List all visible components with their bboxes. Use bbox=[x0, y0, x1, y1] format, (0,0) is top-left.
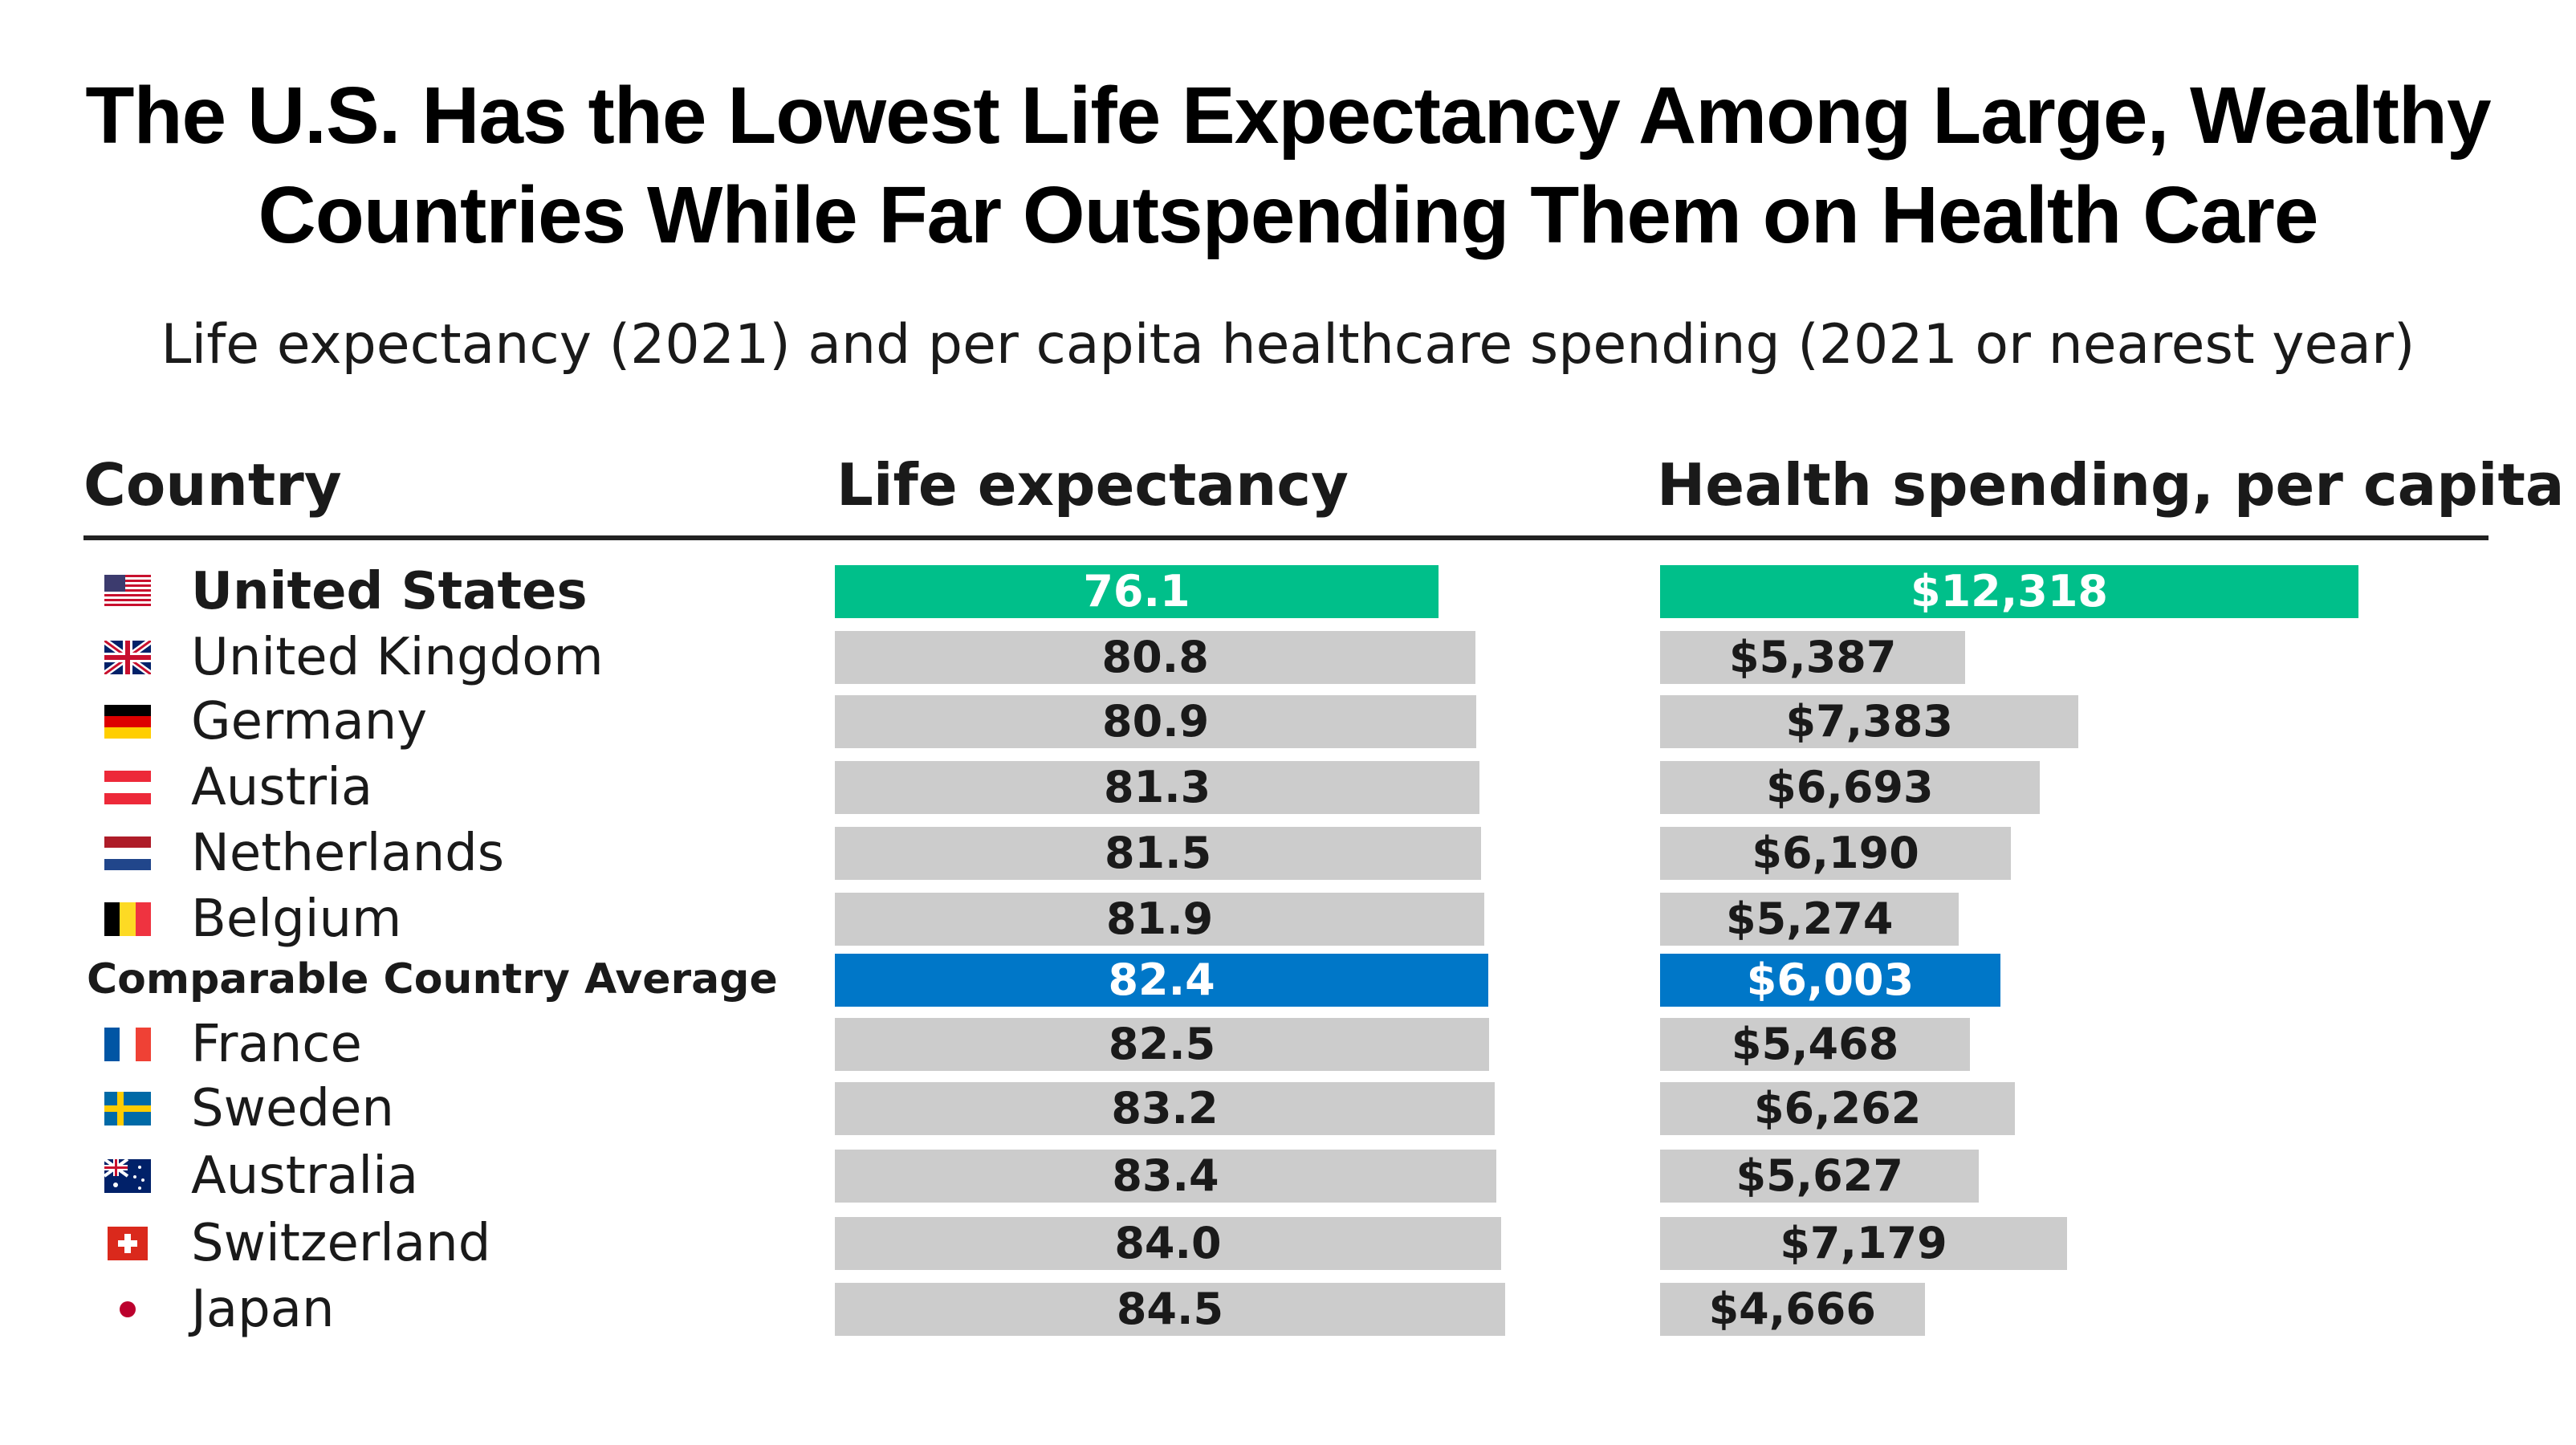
austria-flag-icon bbox=[104, 771, 151, 804]
life-expectancy-bar bbox=[835, 565, 1439, 618]
life-expectancy-value-label: 76.1 bbox=[1083, 566, 1190, 617]
health-spending-value-label: $5,274 bbox=[1726, 893, 1894, 944]
country-label: Austria bbox=[191, 758, 373, 817]
country-label: Sweden bbox=[191, 1079, 394, 1138]
chart-row: Belgium 81.9 $5,274 bbox=[0, 886, 2576, 952]
france-flag-icon bbox=[104, 1028, 151, 1061]
life-expectancy-bar bbox=[835, 1283, 1505, 1336]
chart-row: United Kingdom 80.8 $5,387 bbox=[0, 625, 2576, 690]
life-expectancy-value-label: 82.5 bbox=[1108, 1019, 1216, 1069]
country-label: Switzerland bbox=[191, 1214, 491, 1273]
health-spending-bar bbox=[1660, 631, 1966, 684]
health-spending-bar bbox=[1660, 1082, 2016, 1135]
chart-row: Sweden 83.2 $6,262 bbox=[0, 1076, 2576, 1142]
chart-title: The U.S. Has the Lowest Life Expectancy … bbox=[0, 66, 2576, 265]
sweden-flag-icon bbox=[104, 1092, 151, 1125]
health-spending-value-label: $7,179 bbox=[1780, 1218, 1947, 1268]
chart-title-line-1: The U.S. Has the Lowest Life Expectancy … bbox=[85, 71, 2491, 161]
health-spending-value-label: $6,190 bbox=[1752, 828, 1919, 878]
chart-title-line-2: Countries While Far Outspending Them on … bbox=[258, 170, 2319, 260]
column-header-country: Country bbox=[83, 451, 342, 519]
life-expectancy-bar bbox=[835, 631, 1476, 684]
health-spending-bar bbox=[1660, 761, 2040, 814]
chart-row: Australia 83.4 $5,627 bbox=[0, 1143, 2576, 1209]
health-spending-bar bbox=[1660, 565, 2358, 618]
life-expectancy-value-label: 81.5 bbox=[1104, 828, 1212, 878]
chart-row: United States 76.1 $12,318 bbox=[0, 559, 2576, 625]
chart-row: France 82.5 $5,468 bbox=[0, 1012, 2576, 1077]
japan-flag-icon bbox=[104, 1292, 151, 1326]
header-divider bbox=[83, 535, 2489, 540]
life-expectancy-bar bbox=[835, 827, 1482, 880]
health-spending-value-label: $6,262 bbox=[1753, 1083, 1922, 1134]
life-expectancy-bar bbox=[835, 893, 1485, 946]
column-header-life-expectancy: Life expectancy bbox=[836, 451, 1349, 519]
life-expectancy-bar bbox=[835, 695, 1477, 748]
country-label: Japan bbox=[191, 1280, 335, 1339]
health-spending-bar bbox=[1660, 1150, 1980, 1203]
life-expectancy-value-label: 80.8 bbox=[1101, 632, 1209, 682]
health-spending-value-label: $6,693 bbox=[1766, 762, 1934, 812]
belgium-flag-icon bbox=[104, 902, 151, 936]
chart-row: Comparable Country Average 82.4 $6,003 bbox=[0, 947, 2576, 1013]
health-spending-bar bbox=[1660, 827, 2012, 880]
health-spending-bar bbox=[1660, 695, 2079, 748]
chart-row: Japan 84.5 $4,666 bbox=[0, 1276, 2576, 1342]
chart-subtitle: Life expectancy (2021) and per capita he… bbox=[161, 313, 2415, 377]
switzerland-flag-icon bbox=[104, 1227, 151, 1260]
health-spending-value-label: $5,468 bbox=[1731, 1019, 1899, 1069]
life-expectancy-value-label: 83.2 bbox=[1111, 1083, 1219, 1134]
country-label: Germany bbox=[191, 692, 428, 751]
country-label: France bbox=[191, 1015, 362, 1074]
life-expectancy-value-label: 82.4 bbox=[1108, 955, 1215, 1005]
health-spending-value-label: $5,387 bbox=[1729, 632, 1897, 682]
life-expectancy-value-label: 84.5 bbox=[1116, 1284, 1224, 1334]
health-spending-value-label: $5,627 bbox=[1736, 1150, 1903, 1201]
life-expectancy-bar bbox=[835, 954, 1489, 1007]
chart-row: Switzerland 84.0 $7,179 bbox=[0, 1211, 2576, 1276]
germany-flag-icon bbox=[104, 705, 151, 739]
chart-row: Netherlands 81.5 $6,190 bbox=[0, 820, 2576, 886]
life-expectancy-value-label: 80.9 bbox=[1102, 696, 1210, 747]
country-label: United States bbox=[191, 562, 588, 621]
life-expectancy-value-label: 83.4 bbox=[1112, 1150, 1219, 1201]
health-spending-value-label: $7,383 bbox=[1785, 696, 1953, 747]
health-spending-bar bbox=[1660, 1283, 1925, 1336]
health-spending-value-label: $12,318 bbox=[1911, 566, 2108, 617]
netherlands-flag-icon bbox=[104, 836, 151, 870]
health-spending-value-label: $6,003 bbox=[1746, 955, 1915, 1005]
life-expectancy-bar bbox=[835, 1150, 1496, 1203]
us-flag-icon bbox=[104, 575, 151, 609]
country-label: Comparable Country Average bbox=[87, 955, 778, 1003]
life-expectancy-bar bbox=[835, 1018, 1490, 1071]
life-expectancy-bar bbox=[835, 761, 1480, 814]
uk-flag-icon bbox=[102, 637, 153, 678]
health-spending-bar bbox=[1660, 1018, 1971, 1071]
life-expectancy-bar bbox=[835, 1217, 1501, 1270]
life-expectancy-value-label: 81.9 bbox=[1105, 893, 1214, 944]
australia-flag-icon bbox=[103, 1158, 151, 1193]
health-spending-value-label: $4,666 bbox=[1708, 1284, 1876, 1334]
life-expectancy-value-label: 84.0 bbox=[1114, 1218, 1222, 1268]
chart-row: Germany 80.9 $7,383 bbox=[0, 689, 2576, 755]
country-label: Netherlands bbox=[191, 824, 505, 883]
chart-row: Austria 81.3 $6,693 bbox=[0, 755, 2576, 820]
health-spending-bar bbox=[1660, 893, 1959, 946]
life-expectancy-bar bbox=[835, 1082, 1496, 1135]
health-spending-bar bbox=[1660, 1217, 2068, 1270]
country-label: Belgium bbox=[191, 889, 402, 949]
health-spending-bar bbox=[1660, 954, 2000, 1007]
life-expectancy-value-label: 81.3 bbox=[1104, 762, 1211, 812]
country-label: United Kingdom bbox=[191, 628, 604, 687]
country-label: Australia bbox=[191, 1146, 419, 1206]
column-header-health-spending: Health spending, per capita bbox=[1657, 451, 2565, 519]
